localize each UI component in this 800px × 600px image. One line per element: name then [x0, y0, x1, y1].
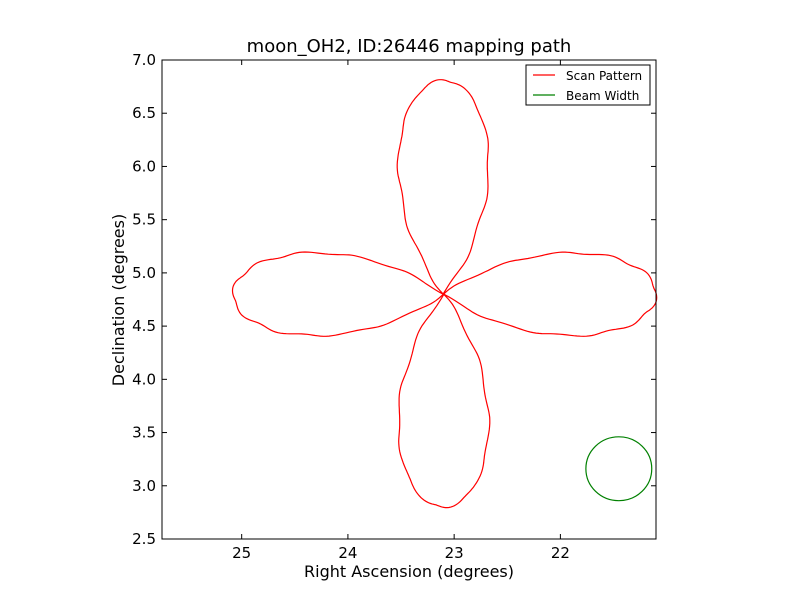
y-tick-label: 5.0: [132, 264, 156, 282]
y-tick-label: 5.5: [132, 211, 156, 229]
x-tick-label: 25: [232, 544, 251, 562]
legend-label-scan-pattern: Scan Pattern: [566, 69, 642, 83]
legend: Scan Pattern Beam Width: [525, 64, 651, 106]
y-tick-label: 2.5: [132, 530, 156, 548]
y-tick-label: 7.0: [132, 51, 156, 69]
y-tick-label: 3.0: [132, 477, 156, 495]
x-tick-label: 22: [551, 544, 570, 562]
y-tick-label: 6.5: [132, 104, 156, 122]
x-tick-label: 24: [338, 544, 357, 562]
x-tick-label: 23: [445, 544, 464, 562]
series-layer: [231, 79, 658, 509]
y-tick-label: 6.0: [132, 157, 156, 175]
plot-frame: [161, 59, 657, 540]
chart-title: moon_OH2, ID:26446 mapping path: [247, 36, 572, 57]
legend-box: [525, 64, 651, 106]
x-axis-ticks: 25 24 23 22: [232, 60, 570, 562]
y-axis-ticks: 2.5 3.0 3.5 4.0 4.5 5.0 5.5 6.0 6.5 7.0: [132, 51, 656, 548]
legend-label-beam-width: Beam Width: [566, 89, 639, 103]
plot-background: [162, 60, 656, 539]
y-tick-label: 4.0: [132, 370, 156, 388]
beam-width-circle: [585, 436, 653, 502]
y-tick-label: 3.5: [132, 424, 156, 442]
scan-pattern-line: [231, 79, 658, 509]
x-axis-label: Right Ascension (degrees): [304, 562, 514, 581]
plot-area: [161, 59, 658, 540]
y-tick-label: 4.5: [132, 317, 156, 335]
y-axis-label: Declination (degrees): [109, 214, 128, 386]
